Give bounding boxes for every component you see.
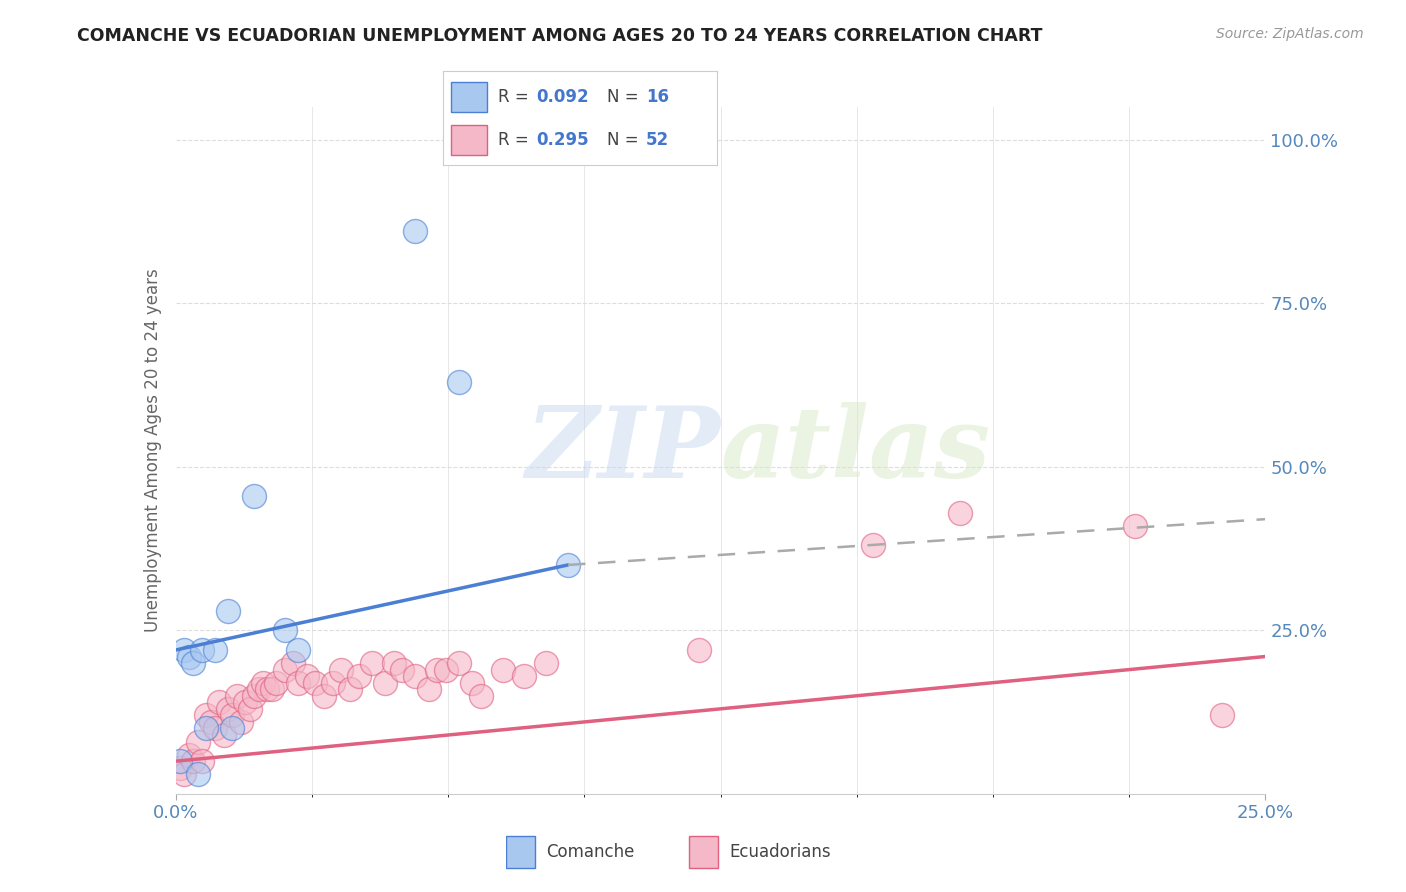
FancyBboxPatch shape (451, 125, 486, 154)
Text: R =: R = (498, 87, 534, 105)
Point (862, 538, 884, 552)
Point (312, 689, 335, 703)
Point (513, 669, 536, 683)
Point (169, 761, 191, 775)
Point (204, 643, 226, 657)
Point (447, 656, 470, 670)
Point (330, 663, 353, 677)
Point (382, 656, 405, 670)
Point (1211, 708, 1233, 723)
Point (322, 675, 344, 690)
Point (221, 708, 243, 723)
Text: Comanche: Comanche (547, 843, 634, 862)
Point (360, 656, 382, 670)
Point (405, 669, 427, 683)
Text: N =: N = (607, 87, 644, 105)
Point (186, 734, 209, 748)
Text: COMANCHE VS ECUADORIAN UNEMPLOYMENT AMONG AGES 20 TO 24 YEARS CORRELATION CHART: COMANCHE VS ECUADORIAN UNEMPLOYMENT AMON… (77, 27, 1043, 45)
Point (204, 722, 226, 736)
Point (177, 649, 200, 664)
Point (492, 663, 515, 677)
Text: 0.092: 0.092 (536, 87, 589, 105)
Point (173, 643, 195, 657)
Y-axis label: Unemployment Among Ages 20 to 24 years: Unemployment Among Ages 20 to 24 years (143, 268, 162, 632)
Point (295, 669, 318, 683)
Text: Source: ZipAtlas.com: Source: ZipAtlas.com (1216, 27, 1364, 41)
Point (169, 754, 191, 768)
Point (186, 767, 209, 781)
Point (191, 754, 214, 768)
Point (217, 702, 239, 716)
Point (252, 675, 274, 690)
Point (949, 506, 972, 520)
Point (181, 754, 204, 768)
Point (247, 682, 270, 697)
Point (287, 643, 309, 657)
Point (235, 695, 257, 709)
Point (418, 682, 440, 697)
Text: 0.295: 0.295 (536, 131, 589, 149)
Point (447, 375, 470, 389)
Point (534, 656, 557, 670)
Point (557, 558, 579, 572)
Point (470, 689, 492, 703)
Point (434, 663, 457, 677)
Point (200, 714, 222, 729)
Point (274, 663, 297, 677)
Point (177, 747, 200, 762)
Point (426, 663, 449, 677)
FancyBboxPatch shape (506, 837, 536, 869)
Point (208, 695, 231, 709)
Text: atlas: atlas (721, 402, 991, 499)
Text: 52: 52 (645, 131, 669, 149)
Point (339, 682, 361, 697)
Point (231, 714, 253, 729)
Point (195, 722, 218, 736)
Point (181, 656, 204, 670)
Point (260, 682, 283, 697)
Point (391, 663, 413, 677)
Point (191, 643, 214, 657)
FancyBboxPatch shape (451, 82, 486, 112)
Point (405, 224, 427, 238)
Point (243, 689, 266, 703)
Point (283, 656, 305, 670)
Point (225, 689, 247, 703)
Text: Ecuadorians: Ecuadorians (730, 843, 831, 862)
Point (688, 643, 710, 657)
Point (287, 675, 309, 690)
Point (347, 669, 370, 683)
Point (374, 675, 396, 690)
Point (173, 767, 195, 781)
Point (264, 675, 287, 690)
Text: R =: R = (498, 131, 534, 149)
Point (243, 489, 266, 503)
Point (221, 722, 243, 736)
Point (217, 604, 239, 618)
Text: N =: N = (607, 131, 644, 149)
Point (1123, 518, 1146, 533)
Point (461, 675, 484, 690)
Point (212, 728, 235, 742)
Point (239, 702, 262, 716)
FancyBboxPatch shape (689, 837, 718, 869)
Text: 16: 16 (645, 87, 669, 105)
Point (256, 682, 278, 697)
Point (304, 675, 326, 690)
Text: ZIP: ZIP (526, 402, 721, 499)
Point (274, 624, 297, 638)
Point (195, 708, 218, 723)
